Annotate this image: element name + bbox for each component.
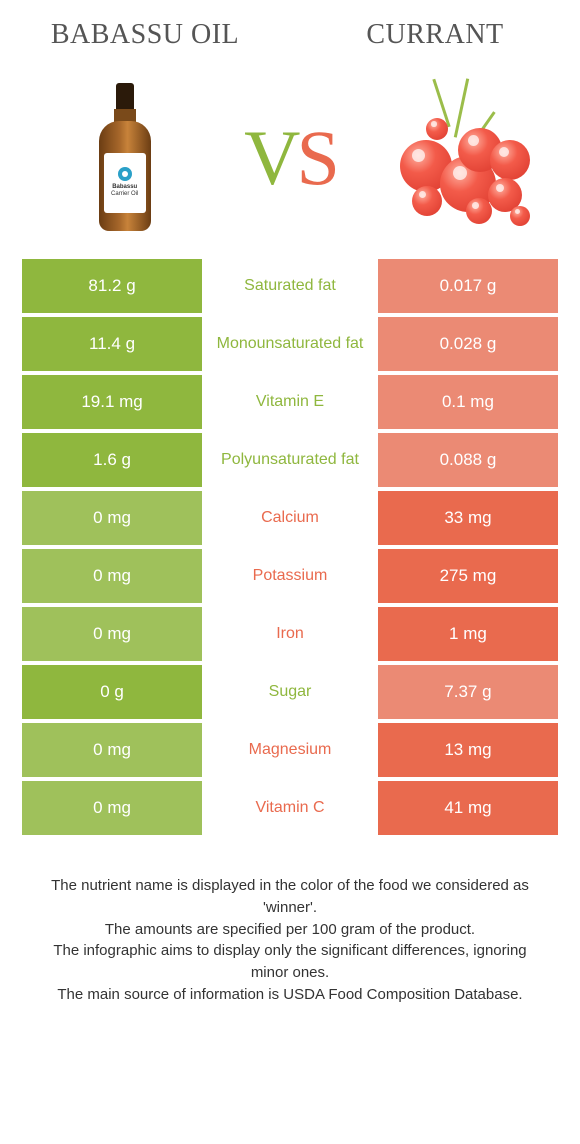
nutrient-label: Iron	[202, 607, 378, 661]
currants-icon	[370, 78, 540, 238]
table-row: 0 mgCalcium33 mg	[22, 491, 558, 545]
table-row: 19.1 mgVitamin E0.1 mg	[22, 375, 558, 429]
table-row: 1.6 gPolyunsaturated fat0.088 g	[22, 433, 558, 487]
value-left: 0 mg	[22, 607, 202, 661]
value-right: 13 mg	[378, 723, 558, 777]
value-right: 0.028 g	[378, 317, 558, 371]
nutrient-label: Potassium	[202, 549, 378, 603]
vs-text: VS	[244, 113, 336, 203]
value-left: 0 mg	[22, 549, 202, 603]
table-row: 81.2 gSaturated fat0.017 g	[22, 259, 558, 313]
footer-line-4: The main source of information is USDA F…	[40, 984, 540, 1006]
value-left: 0 g	[22, 665, 202, 719]
header: Babassu oil Currant	[0, 0, 580, 70]
nutrient-label: Monounsaturated fat	[202, 317, 378, 371]
bottle-label: Babassu Carrier Oil	[104, 153, 146, 213]
vs-v: V	[244, 114, 296, 201]
table-row: 0 gSugar7.37 g	[22, 665, 558, 719]
value-left: 19.1 mg	[22, 375, 202, 429]
nutrient-label: Saturated fat	[202, 259, 378, 313]
title-left: Babassu oil	[0, 19, 290, 51]
value-left: 0 mg	[22, 781, 202, 835]
nutrient-label: Polyunsaturated fat	[202, 433, 378, 487]
nutrient-label: Vitamin C	[202, 781, 378, 835]
nutrient-label: Calcium	[202, 491, 378, 545]
table-row: 0 mgPotassium275 mg	[22, 549, 558, 603]
bottle-label-line1: Babassu	[112, 184, 137, 191]
footer-line-2: The amounts are specified per 100 gram o…	[40, 919, 540, 941]
right-image	[365, 73, 545, 243]
table-row: 0 mgIron1 mg	[22, 607, 558, 661]
images-row: Babassu Carrier Oil VS	[0, 70, 580, 255]
value-left: 81.2 g	[22, 259, 202, 313]
value-left: 0 mg	[22, 491, 202, 545]
value-right: 0.088 g	[378, 433, 558, 487]
value-right: 0.1 mg	[378, 375, 558, 429]
table-row: 0 mgVitamin C41 mg	[22, 781, 558, 835]
footer-notes: The nutrient name is displayed in the co…	[0, 835, 580, 1006]
bottle-icon: Babassu Carrier Oil	[95, 83, 155, 233]
value-left: 0 mg	[22, 723, 202, 777]
value-right: 0.017 g	[378, 259, 558, 313]
nutrient-label: Magnesium	[202, 723, 378, 777]
value-left: 11.4 g	[22, 317, 202, 371]
value-left: 1.6 g	[22, 433, 202, 487]
footer-line-3: The infographic aims to display only the…	[40, 940, 540, 984]
vs-s: S	[296, 114, 335, 201]
nutrient-label: Sugar	[202, 665, 378, 719]
nutrient-label: Vitamin E	[202, 375, 378, 429]
table-row: 11.4 gMonounsaturated fat0.028 g	[22, 317, 558, 371]
value-right: 7.37 g	[378, 665, 558, 719]
value-right: 41 mg	[378, 781, 558, 835]
value-right: 1 mg	[378, 607, 558, 661]
title-right: Currant	[290, 19, 580, 51]
comparison-table: 81.2 gSaturated fat0.017 g11.4 gMonounsa…	[0, 259, 580, 835]
value-right: 33 mg	[378, 491, 558, 545]
table-row: 0 mgMagnesium13 mg	[22, 723, 558, 777]
value-right: 275 mg	[378, 549, 558, 603]
bottle-label-line2: Carrier Oil	[111, 191, 138, 198]
left-image: Babassu Carrier Oil	[35, 73, 215, 243]
footer-line-1: The nutrient name is displayed in the co…	[40, 875, 540, 919]
